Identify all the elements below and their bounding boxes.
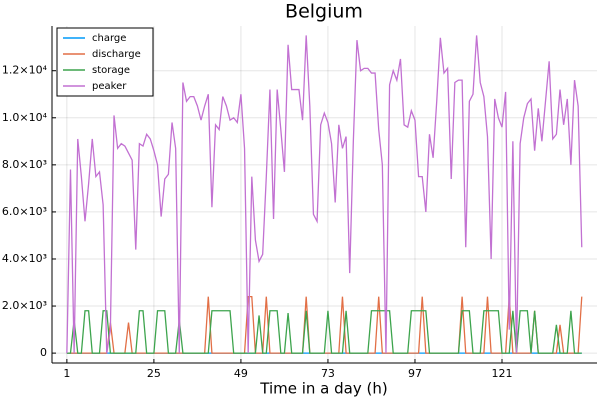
x-tick-label: 97 [408, 367, 422, 380]
y-tick-label: 0 [40, 346, 47, 359]
series-line [66, 310, 582, 354]
x-tick-label: 73 [321, 367, 335, 380]
legend-box [56, 27, 154, 97]
x-tick-label: 121 [491, 367, 512, 380]
x-tick-label: 49 [234, 367, 248, 380]
y-tick-label: 2.0×10³ [2, 299, 47, 312]
chart-title: Belgium [285, 1, 363, 23]
y-tick-label: 1.2×10⁴ [2, 64, 48, 77]
legend-label: peaker [92, 81, 127, 92]
y-tick-label: 1.0×10⁴ [2, 111, 48, 124]
y-tick-label: 8.0×10³ [2, 158, 47, 171]
legend-label: discharge [92, 49, 141, 60]
y-tick-label: 6.0×10³ [2, 205, 47, 218]
y-tick-label: 4.0×10³ [2, 252, 47, 265]
x-tick-label: 1 [63, 367, 70, 380]
legend-label: storage [92, 65, 130, 76]
x-axis-label: Time in a day (h) [259, 380, 387, 398]
x-tick-label: 25 [147, 367, 161, 380]
series-line [66, 35, 583, 354]
legend-label: charge [92, 33, 126, 44]
